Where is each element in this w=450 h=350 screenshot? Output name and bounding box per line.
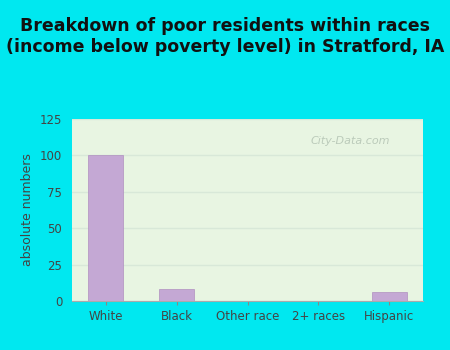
Text: City-Data.com: City-Data.com bbox=[310, 136, 390, 146]
Bar bbox=[88, 155, 123, 301]
Bar bbox=[159, 289, 194, 301]
Text: Breakdown of poor residents within races
(income below poverty level) in Stratfo: Breakdown of poor residents within races… bbox=[6, 17, 444, 56]
Bar bbox=[372, 292, 407, 301]
Y-axis label: absolute numbers: absolute numbers bbox=[21, 154, 34, 266]
